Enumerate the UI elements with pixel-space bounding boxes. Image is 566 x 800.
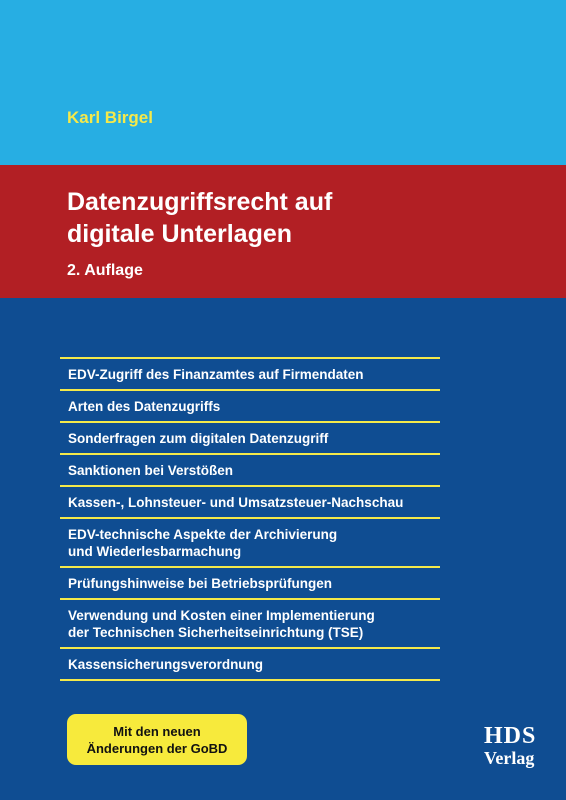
topic-line: Kassen-, Lohnsteuer- und Umsatzsteuer-Na… (68, 495, 404, 510)
topic: Kassen-, Lohnsteuer- und Umsatzsteuer-Na… (60, 487, 440, 519)
badge: Mit den neuen Änderungen der GoBD (67, 714, 247, 765)
badge-line: Änderungen der GoBD (86, 740, 228, 756)
topic-line: Prüfungshinweise bei Betriebsprüfungen (68, 576, 333, 591)
topic-line: Kassensicherungsverordnung (68, 657, 264, 672)
topic-line: und Wiederlesbarmachung (68, 544, 242, 559)
publisher-logo: HDS Verlag (484, 724, 536, 768)
title-line: digitale Unterlagen (67, 220, 293, 248)
topic: Prüfungshinweise bei Betriebsprüfungen (60, 568, 440, 600)
topic: Kassensicherungsverordnung (60, 649, 440, 681)
topic: Verwendung und Kosten einer Implementier… (60, 600, 440, 649)
topic-line: Sonderfragen zum digitalen Datenzugriff (68, 431, 329, 446)
title: Datenzugriffsrecht auf digitale Unterlage… (67, 186, 332, 250)
topic-line: EDV-Zugriff des Finanzamtes auf Firmenda… (68, 367, 364, 382)
topic: Arten des Datenzugriffs (60, 391, 440, 423)
title-band (0, 165, 566, 298)
topic-list: EDV-Zugriff des Finanzamtes auf Firmenda… (60, 357, 440, 681)
badge-line: Mit den neuen (113, 723, 201, 739)
publisher-line: HDS (484, 723, 537, 749)
topic: EDV-Zugriff des Finanzamtes auf Firmenda… (60, 359, 440, 391)
top-band (0, 0, 566, 165)
publisher-line: Verlag (484, 748, 535, 768)
topic-line: Arten des Datenzugriffs (68, 399, 221, 414)
topic-line: der Technischen Sicherheitseinrichtung (… (68, 625, 364, 640)
title-line: Datenzugriffsrecht auf (67, 188, 333, 216)
topic-line: Verwendung und Kosten einer Implementier… (68, 608, 375, 623)
topic-line: Sanktionen bei Verstößen (68, 463, 234, 478)
topic: Sonderfragen zum digitalen Datenzugriff (60, 423, 440, 455)
topic-line: EDV-technische Aspekte der Archivierung (68, 527, 338, 542)
topic: Sanktionen bei Verstößen (60, 455, 440, 487)
topic: EDV-technische Aspekte der Archivierung u… (60, 519, 440, 568)
edition: 2. Auflage (67, 262, 143, 279)
author: Karl Birgel (67, 108, 153, 127)
